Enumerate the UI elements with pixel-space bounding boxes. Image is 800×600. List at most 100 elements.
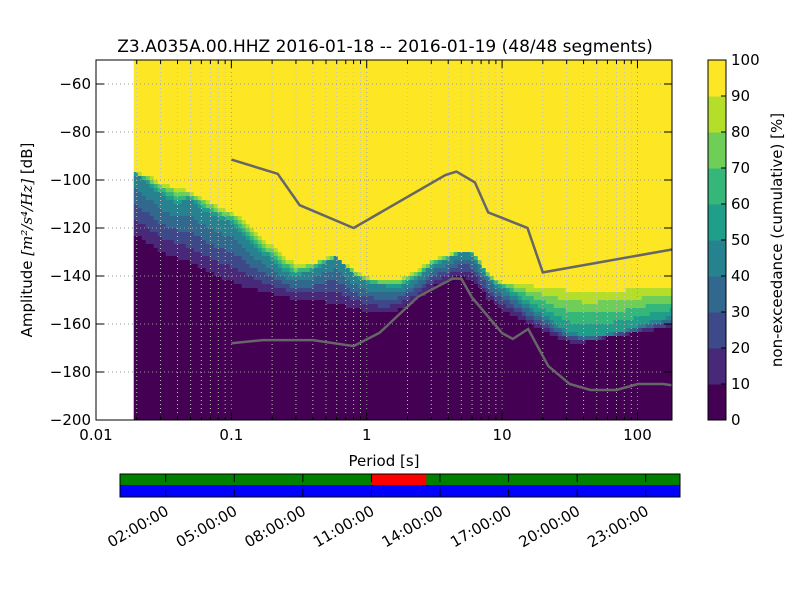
heatmap-cell: [185, 304, 191, 309]
heatmap-cell: [133, 128, 139, 133]
heatmap-cell: [181, 340, 187, 345]
heatmap-cell: [317, 216, 323, 221]
heatmap-cell: [245, 104, 251, 109]
heatmap-cell: [273, 116, 279, 121]
heatmap-cell: [305, 140, 311, 145]
heatmap-cell: [269, 396, 275, 401]
heatmap-cell: [301, 128, 307, 133]
heatmap-cell: [265, 300, 271, 305]
heatmap-cell: [241, 368, 247, 373]
heatmap-cell: [293, 88, 299, 93]
heatmap-cell: [193, 308, 199, 313]
heatmap-cell: [245, 360, 251, 365]
heatmap-cell: [229, 96, 235, 101]
heatmap-cell: [161, 416, 167, 421]
heatmap-cell: [273, 88, 279, 93]
heatmap-cell: [353, 196, 359, 201]
heatmap-cell: [185, 104, 191, 109]
heatmap-cell: [177, 140, 183, 145]
heatmap-cell: [317, 308, 323, 313]
heatmap-cell: [313, 116, 319, 121]
heatmap-cell: [277, 164, 283, 169]
heatmap-cell: [253, 376, 259, 381]
heatmap-cell: [309, 384, 315, 389]
heatmap-cell: [249, 96, 255, 101]
heatmap-cell: [273, 340, 279, 345]
heatmap-cell: [285, 232, 291, 237]
heatmap-cell: [301, 240, 307, 245]
heatmap-cell: [245, 100, 251, 105]
heatmap-cell: [257, 192, 263, 197]
heatmap-cell: [229, 236, 235, 241]
heatmap-cell: [329, 272, 335, 277]
heatmap-cell: [221, 308, 227, 313]
heatmap-cell: [213, 116, 219, 121]
heatmap-cell: [221, 144, 227, 149]
heatmap-cell: [133, 268, 139, 273]
heatmap-cell: [269, 96, 275, 101]
heatmap-cell: [221, 140, 227, 145]
heatmap-cell: [313, 264, 319, 269]
heatmap-cell: [281, 220, 287, 225]
heatmap-cell: [245, 312, 251, 317]
heatmap-cell: [261, 180, 267, 185]
heatmap-cell: [341, 340, 347, 345]
heatmap-cell: [133, 292, 139, 297]
heatmap-cell: [209, 120, 215, 125]
heatmap-cell: [213, 348, 219, 353]
heatmap-cell: [165, 344, 171, 349]
heatmap-cell: [245, 168, 251, 173]
heatmap-cell: [209, 248, 215, 253]
heatmap-cell: [193, 316, 199, 321]
heatmap-cell: [177, 276, 183, 281]
heatmap-cell: [145, 324, 151, 329]
heatmap-cell: [233, 232, 239, 237]
heatmap-cell: [297, 288, 303, 293]
heatmap-cell: [257, 184, 263, 189]
heatmap-cell: [185, 64, 191, 69]
heatmap-cell: [189, 200, 195, 205]
heatmap-cell: [353, 128, 359, 133]
heatmap-cell: [169, 112, 175, 117]
heatmap-cell: [229, 308, 235, 313]
heatmap-cell: [309, 132, 315, 137]
heatmap-cell: [281, 400, 287, 405]
heatmap-cell: [237, 392, 243, 397]
heatmap-cell: [285, 136, 291, 141]
heatmap-cell: [149, 200, 155, 205]
heatmap-cell: [337, 264, 343, 269]
heatmap-cell: [141, 124, 147, 129]
heatmap-cell: [137, 220, 143, 225]
heatmap-cell: [149, 292, 155, 297]
heatmap-cell: [177, 380, 183, 385]
heatmap-cell: [157, 284, 163, 289]
heatmap-cell: [277, 208, 283, 213]
heatmap-cell: [149, 316, 155, 321]
heatmap-cell: [193, 324, 199, 329]
heatmap-cell: [313, 308, 319, 313]
heatmap-cell: [341, 324, 347, 329]
heatmap-cell: [137, 244, 143, 249]
heatmap-cell: [293, 372, 299, 377]
heatmap-cell: [269, 112, 275, 117]
heatmap-cell: [161, 184, 167, 189]
heatmap-cell: [169, 364, 175, 369]
heatmap-cell: [177, 300, 183, 305]
heatmap-cell: [317, 140, 323, 145]
heatmap-cell: [237, 192, 243, 197]
heatmap-cell: [297, 232, 303, 237]
heatmap-cell: [277, 120, 283, 125]
heatmap-cell: [157, 60, 163, 65]
heatmap-cell: [169, 308, 175, 313]
heatmap-cell: [349, 288, 355, 293]
heatmap-cell: [329, 236, 335, 241]
heatmap-cell: [341, 172, 347, 177]
heatmap-cell: [329, 104, 335, 109]
heatmap-cell: [317, 312, 323, 317]
heatmap-cell: [225, 396, 231, 401]
heatmap-cell: [341, 276, 347, 281]
heatmap-cell: [313, 60, 319, 65]
heatmap-cell: [301, 276, 307, 281]
heatmap-cell: [321, 184, 327, 189]
heatmap-cell: [289, 60, 295, 65]
